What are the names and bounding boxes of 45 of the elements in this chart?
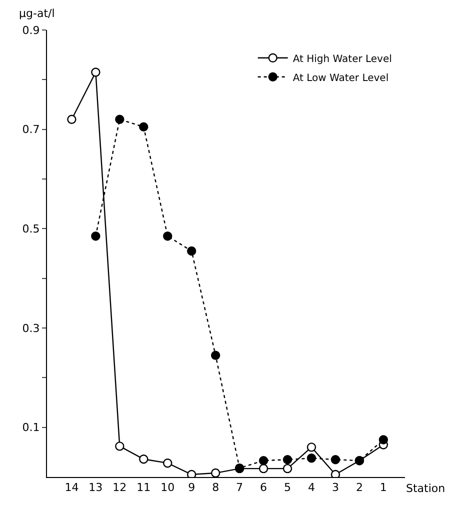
x-tick-label: 2 <box>356 481 363 494</box>
point <box>378 435 388 444</box>
point <box>210 350 220 360</box>
x-tick-label: 4 <box>308 481 315 494</box>
x-tick-label: 6 <box>260 481 268 494</box>
point <box>210 468 220 477</box>
point <box>258 464 268 474</box>
legend-label: At Low Water Level <box>292 72 389 84</box>
point <box>115 442 124 451</box>
point <box>139 454 148 464</box>
point <box>163 232 172 241</box>
x-tick-label: 8 <box>212 481 220 494</box>
y-tick-label: 0.1 <box>22 421 40 434</box>
x-tick-label: 13 <box>88 481 103 494</box>
point <box>282 455 292 464</box>
y-tick-label: 0.5 <box>22 222 40 236</box>
x-tick-label: 9 <box>188 481 196 494</box>
x-tick-label: 3 <box>332 481 339 494</box>
point <box>258 456 268 466</box>
x-tick-label: 1 <box>380 481 387 494</box>
point <box>67 114 76 124</box>
point <box>330 455 340 464</box>
point <box>282 464 292 474</box>
y-axis-title: μg-at/l <box>19 7 55 20</box>
point <box>186 470 196 477</box>
x-tick-label: 11 <box>136 481 151 494</box>
x-tick-label: 12 <box>112 481 127 494</box>
point <box>91 68 100 77</box>
x-tick-label: 10 <box>160 481 175 494</box>
x-axis-title: Station <box>406 482 446 495</box>
y-tick-label: 0.7 <box>22 123 40 136</box>
x-tick-label: 5 <box>284 481 292 494</box>
point <box>163 458 172 468</box>
x-tick-label: 14 <box>64 481 79 494</box>
point <box>186 246 196 256</box>
y-tick-label: 0.3 <box>22 322 40 335</box>
point <box>115 114 124 124</box>
legend-label: At High Water Level <box>292 54 392 65</box>
x-tick-label: 7 <box>236 481 244 494</box>
y-tick-label: 0.9 <box>22 24 40 37</box>
point <box>139 122 148 132</box>
point <box>330 470 340 477</box>
point <box>306 442 316 452</box>
point <box>91 232 100 241</box>
point <box>306 454 316 463</box>
